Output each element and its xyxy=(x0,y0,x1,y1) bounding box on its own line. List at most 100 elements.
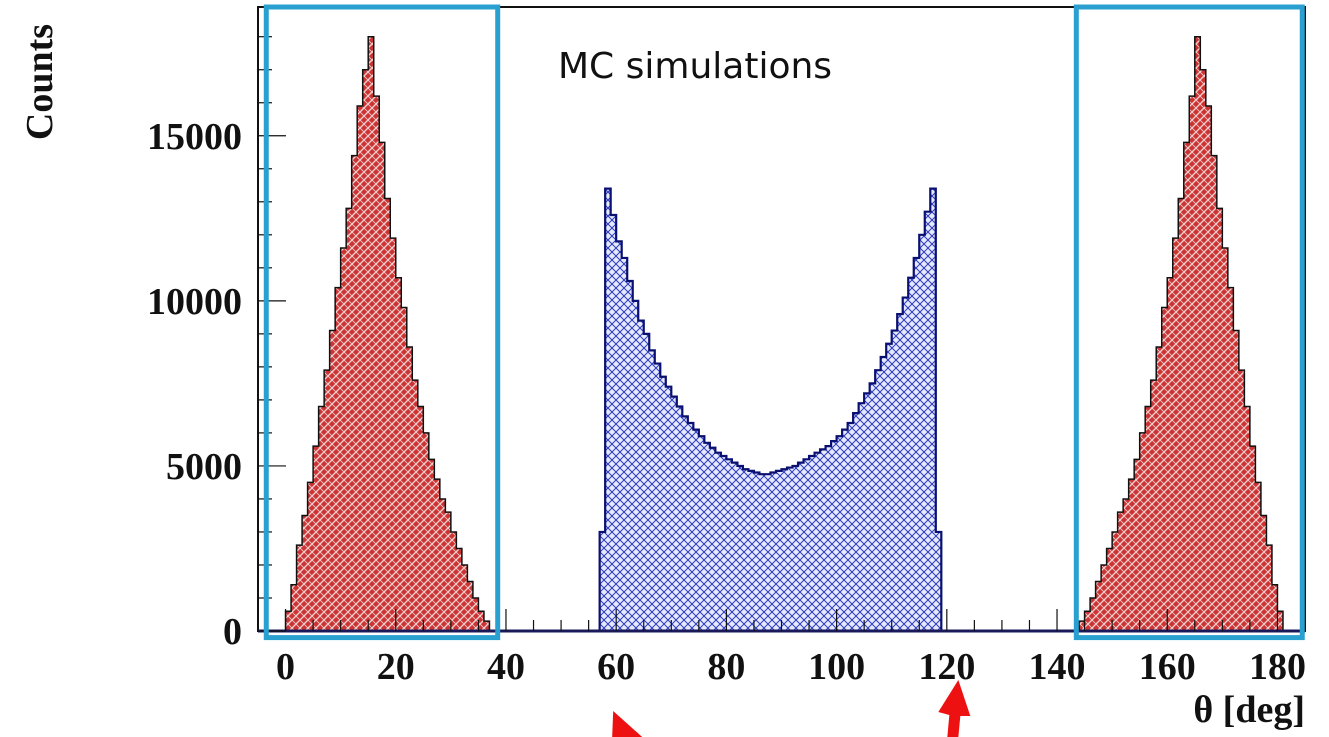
histogram-bin xyxy=(307,482,314,631)
y-tick-label: 15000 xyxy=(147,116,242,158)
histogram-bin xyxy=(1183,142,1190,631)
histogram-bin xyxy=(616,241,623,631)
x-tick-label: 160 xyxy=(1139,646,1196,688)
histogram-bin xyxy=(693,429,700,631)
histogram-bin xyxy=(820,449,827,631)
histogram-bin xyxy=(924,211,931,631)
histogram-bin xyxy=(919,234,926,631)
histogram-bin xyxy=(687,423,694,631)
histogram-bin xyxy=(1222,248,1229,631)
histogram-bin xyxy=(671,396,678,631)
x-tick-label: 140 xyxy=(1029,646,1086,688)
histogram-bin xyxy=(401,307,408,631)
histogram-bin xyxy=(814,452,821,631)
histogram-bin xyxy=(302,515,309,631)
histogram-bin xyxy=(412,380,419,631)
histogram-bin xyxy=(1238,370,1245,631)
y-tick-label: 5000 xyxy=(166,446,242,488)
up-arrow-icon xyxy=(938,680,971,737)
histogram-bin xyxy=(351,155,358,631)
histogram-bin xyxy=(313,446,320,631)
histogram-bin xyxy=(853,413,860,631)
histogram-bin xyxy=(775,470,783,631)
histogram-bin xyxy=(1200,69,1207,632)
histogram-bin xyxy=(461,564,468,631)
histogram-bin xyxy=(335,287,342,631)
histogram-bin xyxy=(395,277,402,631)
histogram-outlines xyxy=(284,35,1284,631)
histogram-bin xyxy=(1266,545,1273,631)
x-tick-label: 60 xyxy=(597,646,635,688)
histogram-bin xyxy=(1123,498,1130,631)
down-right-arrow-icon xyxy=(612,711,643,737)
selection-box xyxy=(263,4,501,641)
x-tick-label: 180 xyxy=(1249,646,1306,688)
y-axis-title: Counts xyxy=(19,24,61,140)
selection-box xyxy=(1073,4,1305,641)
histogram-bin xyxy=(456,548,463,631)
histogram-bin xyxy=(467,581,474,631)
histogram-bin xyxy=(836,436,843,631)
histogram-bin xyxy=(428,459,435,631)
histogram-bin xyxy=(913,257,920,631)
histogram-bin xyxy=(897,314,904,631)
histogram-bin xyxy=(1079,621,1086,631)
histogram-bin xyxy=(439,498,446,631)
histogram-bin xyxy=(627,281,634,631)
histogram-bin xyxy=(1194,36,1201,631)
histogram-bin xyxy=(831,441,838,631)
histogram-bars xyxy=(285,36,1284,632)
histogram-bin xyxy=(731,462,739,631)
histogram-bin xyxy=(698,436,705,631)
histogram-bin xyxy=(1090,597,1097,631)
histogram-bin xyxy=(880,356,887,631)
x-axis-title: θ [deg] xyxy=(1193,689,1305,731)
y-axis-ticks: 0 5000 10000 15000 xyxy=(147,36,286,653)
histogram-bin xyxy=(1145,406,1152,631)
y-tick-label: 10000 xyxy=(147,281,242,323)
histogram-bin xyxy=(886,343,893,631)
histogram-bin xyxy=(340,248,347,631)
histogram-bin xyxy=(1271,584,1279,631)
histogram-bin xyxy=(787,467,794,631)
histogram-bin xyxy=(379,142,386,631)
histogram-bin xyxy=(632,300,639,631)
histogram-bin xyxy=(472,597,480,631)
x-tick-label: 40 xyxy=(487,646,525,688)
histogram-bin xyxy=(1106,548,1113,631)
histogram-bin xyxy=(781,469,788,631)
histogram-bin xyxy=(1150,380,1157,631)
histogram-bin xyxy=(660,376,667,631)
histogram-bin xyxy=(1117,512,1124,631)
histogram-bin xyxy=(384,198,391,632)
histogram-bin xyxy=(406,347,413,631)
annotation-mc-simulations: MC simulations xyxy=(558,46,832,87)
histogram-bin xyxy=(809,456,816,631)
histogram-bin xyxy=(798,462,805,631)
histogram-bin xyxy=(649,350,656,631)
histogram-bin xyxy=(368,36,375,631)
histogram-bin xyxy=(908,277,915,631)
histogram-bin xyxy=(764,474,772,631)
histogram-bin xyxy=(742,469,750,631)
histogram-bin xyxy=(715,452,722,631)
x-axis-ticks: 0 20 40 60 80 100 120 140 160 180 xyxy=(276,609,1306,688)
histogram-bin xyxy=(1128,479,1135,631)
histogram-bin xyxy=(759,474,766,631)
histogram-bin xyxy=(704,442,711,631)
histogram-bin xyxy=(935,531,942,631)
histogram-bin xyxy=(296,545,303,631)
histogram-bin xyxy=(346,208,353,631)
histogram-bin xyxy=(891,330,898,631)
histogram-bin xyxy=(1244,406,1251,631)
histogram-bin xyxy=(285,611,292,631)
histogram-bin xyxy=(726,459,733,631)
histogram-bin xyxy=(362,69,369,632)
histogram-bin xyxy=(825,446,832,631)
histogram-bin xyxy=(748,470,755,631)
histogram-bin xyxy=(1084,611,1091,631)
histogram-bin xyxy=(770,472,777,631)
histogram-bin xyxy=(1211,155,1218,631)
histogram-bin xyxy=(858,403,865,631)
